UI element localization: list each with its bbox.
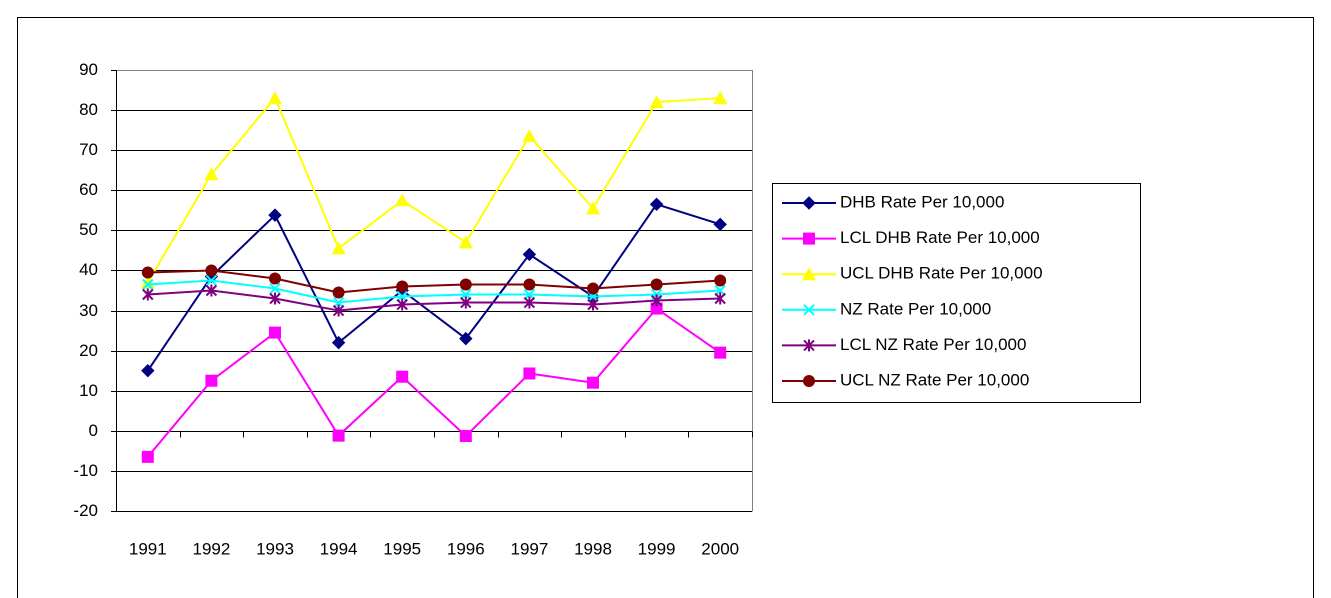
data-point (332, 429, 345, 442)
data-point (459, 278, 472, 291)
data-point (587, 298, 599, 311)
data-point (523, 296, 536, 309)
y-tick-label: -10 (73, 461, 98, 480)
series (142, 284, 726, 317)
data-point (649, 95, 664, 109)
y-tick-label: 0 (89, 421, 98, 440)
data-point (458, 235, 473, 249)
data-point (714, 292, 726, 305)
data-point (141, 363, 155, 378)
data-point (649, 197, 664, 212)
legend-label: UCL NZ Rate Per 10,000 (840, 370, 1029, 389)
legend-marker (802, 267, 816, 281)
legend-marker (803, 232, 815, 245)
legend-label: DHB Rate Per 10,000 (840, 192, 1004, 211)
data-point (332, 286, 345, 299)
data-point (586, 201, 600, 215)
data-point (269, 326, 281, 339)
x-tick-label: 1998 (574, 539, 612, 558)
data-point (141, 266, 154, 279)
legend-marker (803, 339, 815, 352)
series-line (147, 289, 721, 312)
series-line (147, 269, 721, 294)
data-point (395, 193, 410, 207)
data-point (268, 208, 282, 222)
x-tick-label: 1997 (510, 539, 548, 558)
series-line (146, 203, 721, 372)
data-point (205, 374, 218, 387)
x-tick-label: 1999 (638, 539, 676, 558)
y-tick-label: 10 (79, 381, 98, 400)
legend-label: LCL NZ Rate Per 10,000 (840, 335, 1026, 354)
x-tick-label: 1996 (447, 539, 485, 558)
data-point (269, 292, 281, 305)
y-tick-label: 90 (79, 60, 98, 79)
data-point (205, 274, 218, 287)
data-point (331, 241, 346, 255)
series (141, 302, 727, 463)
data-point (523, 278, 536, 291)
data-point (332, 304, 345, 317)
data-point (650, 294, 663, 307)
data-point (269, 282, 281, 295)
legend-marker (803, 375, 815, 387)
data-point (396, 280, 409, 293)
legend-label: LCL DHB Rate Per 10,000 (840, 228, 1040, 247)
y-tick-label: -20 (73, 501, 98, 520)
y-tick-label: 40 (79, 260, 98, 279)
x-tick-label: 1995 (383, 539, 421, 558)
y-tick-label: 30 (79, 301, 98, 320)
y-tick-label: 60 (79, 180, 98, 199)
series-line (146, 96, 721, 283)
data-point (459, 430, 472, 443)
legend-label: UCL DHB Rate Per 10,000 (840, 264, 1043, 283)
data-point (205, 284, 218, 297)
data-point (713, 91, 728, 105)
data-point (523, 367, 536, 380)
x-tick-label: 1991 (129, 539, 167, 558)
data-point (650, 302, 663, 315)
series (140, 91, 728, 289)
data-point (331, 335, 346, 350)
legend-marker (803, 304, 815, 316)
data-point (269, 272, 281, 285)
y-tick-label: 20 (79, 341, 98, 360)
data-point (204, 167, 219, 181)
data-point (460, 296, 472, 309)
data-point (396, 370, 409, 383)
series (141, 264, 727, 299)
data-point (142, 288, 154, 301)
y-tick-label: 80 (79, 100, 98, 119)
data-point (587, 282, 599, 295)
y-tick-label: 70 (79, 140, 98, 159)
plot-border (116, 70, 753, 512)
x-tick-label: 2000 (701, 539, 739, 558)
data-point (459, 331, 473, 346)
data-point (714, 346, 727, 359)
data-point (205, 264, 218, 277)
data-point (587, 376, 599, 389)
x-tick-label: 1993 (256, 539, 294, 558)
data-point (713, 217, 727, 232)
data-point (650, 278, 663, 291)
legend-marker (802, 196, 816, 210)
series-line (147, 279, 721, 304)
data-point (714, 274, 727, 287)
x-tick-label: 1992 (192, 539, 230, 558)
data-point (268, 91, 282, 105)
y-tick-label: 50 (79, 220, 98, 239)
legend-label: NZ Rate Per 10,000 (840, 299, 991, 318)
series-line (147, 307, 721, 458)
data-point (141, 450, 154, 463)
data-point (142, 278, 154, 291)
legend-box (772, 183, 1141, 403)
data-point (522, 129, 537, 143)
x-tick-label: 1994 (320, 539, 358, 558)
data-point (522, 247, 537, 262)
data-point (396, 298, 408, 311)
